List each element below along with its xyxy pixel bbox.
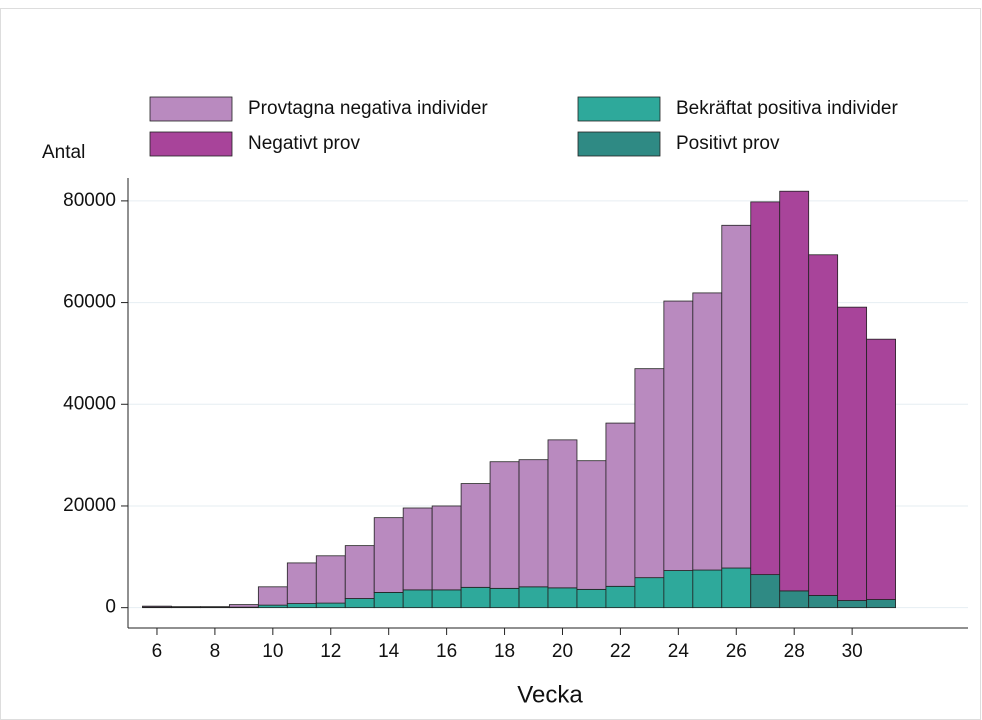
bar [547,439,578,589]
bar [692,569,723,609]
x-tick-label: 8 [210,641,221,662]
bar [866,599,896,609]
bar [286,603,317,609]
bar [837,306,868,601]
bar [634,368,665,579]
x-tick-label: 28 [784,641,805,662]
legend-label: Provtagna negativa individer [248,98,488,119]
bar [431,505,462,591]
bar [402,589,433,609]
y-tick-label: 60000 [63,292,116,313]
x-tick-label: 24 [668,641,690,662]
bar [779,590,810,609]
bar [721,567,752,609]
bar [692,292,723,571]
bar [547,587,578,609]
bar [750,201,781,576]
y-tick-label: 40000 [63,393,116,414]
bar [431,589,462,609]
bar [605,422,636,587]
bar [228,604,259,608]
bar [750,574,781,609]
legend-label: Negativt prov [248,133,360,154]
x-tick-label: 6 [152,641,163,662]
bar [373,517,404,593]
legend-swatch [149,96,233,122]
bar [518,459,549,588]
y-axis-label: Antal [42,142,85,163]
bar [808,595,839,609]
bar [489,461,520,589]
legend-swatch [577,96,661,122]
x-tick-label: 12 [320,641,341,662]
bar [257,586,288,606]
x-tick-label: 18 [494,641,515,662]
legend-swatch [149,131,233,157]
legend-label: Positivt prov [676,133,780,154]
x-tick-label: 22 [610,641,631,662]
x-tick-label: 26 [726,641,747,662]
bar [142,605,172,608]
legend-swatch [577,131,661,157]
bar [779,190,810,592]
bar [315,555,346,604]
x-tick-label: 20 [552,641,573,662]
bar [808,254,839,596]
bar [373,592,404,609]
x-tick-label: 10 [262,641,283,662]
bar [286,562,317,604]
legend-label: Bekräftat positiva individer [676,98,898,119]
x-tick-label: 30 [842,641,863,662]
bar [402,507,433,591]
bar [315,602,346,609]
bar [866,338,896,600]
x-tick-label: 16 [436,641,457,662]
bar [200,606,230,608]
bar [605,585,636,609]
bar [460,483,491,588]
x-axis-label: Vecka [517,681,583,708]
bar [344,545,375,599]
bar [837,600,868,609]
bar [171,606,201,608]
bar [576,460,607,590]
y-tick-label: 20000 [63,495,116,516]
bar [634,577,665,609]
bar [518,586,549,609]
y-tick-label: 0 [105,597,116,618]
bar [460,586,491,609]
bar [721,224,752,569]
bar [489,587,520,609]
x-tick-label: 14 [378,641,400,662]
y-tick-label: 80000 [63,190,116,211]
bar [576,588,607,609]
bar [663,300,694,571]
bar [344,598,375,609]
bar [663,570,694,609]
